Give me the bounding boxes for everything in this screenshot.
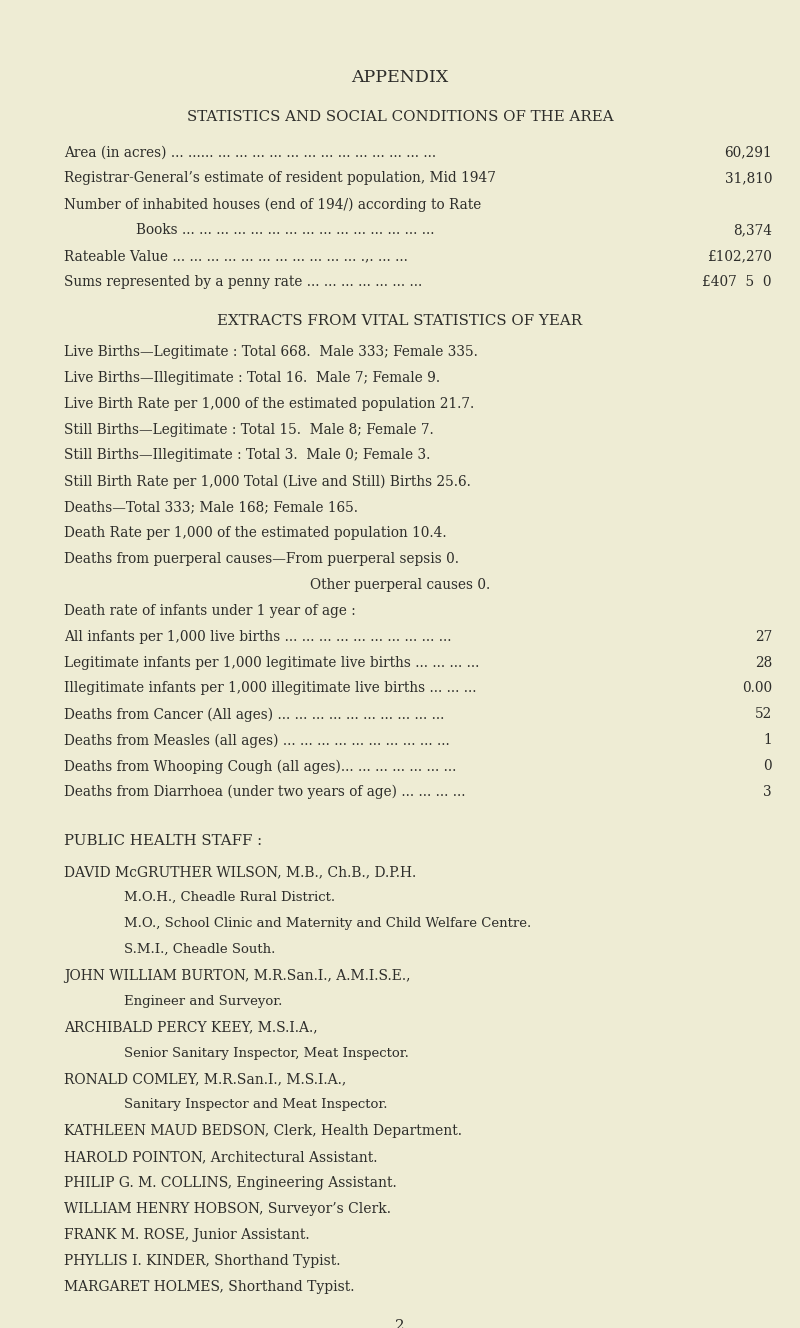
Text: Senior Sanitary Inspector, Meat Inspector.: Senior Sanitary Inspector, Meat Inspecto…: [124, 1046, 409, 1060]
Text: Deaths—Total 333; Male 168; Female 165.: Deaths—Total 333; Male 168; Female 165.: [64, 501, 358, 514]
Text: Sums represented by a penny rate ... ... ... ... ... ... ...: Sums represented by a penny rate ... ...…: [64, 275, 422, 290]
Text: Deaths from Cancer (All ages) ... ... ... ... ... ... ... ... ... ...: Deaths from Cancer (All ages) ... ... ..…: [64, 708, 444, 722]
Text: 2: 2: [395, 1319, 405, 1328]
Text: Area (in acres) ... ...... ... ... ... ... ... ... ... ... ... ... ... ... ...: Area (in acres) ... ...... ... ... ... .…: [64, 146, 436, 159]
Text: £102,270: £102,270: [707, 250, 772, 263]
Text: Deaths from Whooping Cough (all ages)... ... ... ... ... ... ...: Deaths from Whooping Cough (all ages)...…: [64, 760, 456, 774]
Text: 27: 27: [754, 629, 772, 644]
Text: Deaths from Diarrhoea (under two years of age) ... ... ... ...: Deaths from Diarrhoea (under two years o…: [64, 785, 466, 799]
Text: Engineer and Surveyor.: Engineer and Surveyor.: [124, 995, 282, 1008]
Text: 1: 1: [763, 733, 772, 748]
Text: £407  5  0: £407 5 0: [702, 275, 772, 290]
Text: 28: 28: [754, 656, 772, 669]
Text: PUBLIC HEALTH STAFF :: PUBLIC HEALTH STAFF :: [64, 834, 262, 849]
Text: RONALD COMLEY, M.R.San.I., M.S.I.A.,: RONALD COMLEY, M.R.San.I., M.S.I.A.,: [64, 1073, 346, 1086]
Text: Rateable Value ... ... ... ... ... ... ... ... ... ... ... .,. ... ...: Rateable Value ... ... ... ... ... ... .…: [64, 250, 408, 263]
Text: KATHLEEN MAUD BEDSON, Clerk, Health Department.: KATHLEEN MAUD BEDSON, Clerk, Health Depa…: [64, 1125, 462, 1138]
Text: 52: 52: [754, 708, 772, 721]
Text: 8,374: 8,374: [733, 223, 772, 238]
Text: ARCHIBALD PERCY KEEY, M.S.I.A.,: ARCHIBALD PERCY KEEY, M.S.I.A.,: [64, 1021, 318, 1035]
Text: Sanitary Inspector and Meat Inspector.: Sanitary Inspector and Meat Inspector.: [124, 1098, 387, 1112]
Text: FRANK M. ROSE, Junior Assistant.: FRANK M. ROSE, Junior Assistant.: [64, 1228, 310, 1242]
Text: All infants per 1,000 live births ... ... ... ... ... ... ... ... ... ...: All infants per 1,000 live births ... ..…: [64, 629, 451, 644]
Text: Live Births—Legitimate : Total 668.  Male 333; Female 335.: Live Births—Legitimate : Total 668. Male…: [64, 345, 478, 359]
Text: Death rate of infants under 1 year of age :: Death rate of infants under 1 year of ag…: [64, 604, 356, 618]
Text: PHILIP G. M. COLLINS, Engineering Assistant.: PHILIP G. M. COLLINS, Engineering Assist…: [64, 1177, 397, 1190]
Text: JOHN WILLIAM BURTON, M.R.San.I., A.M.I.S.E.,: JOHN WILLIAM BURTON, M.R.San.I., A.M.I.S…: [64, 969, 410, 983]
Text: S.M.I., Cheadle South.: S.M.I., Cheadle South.: [124, 943, 275, 956]
Text: 31,810: 31,810: [725, 171, 772, 186]
Text: Deaths from puerperal causes—From puerperal sepsis 0.: Deaths from puerperal causes—From puerpe…: [64, 552, 459, 566]
Text: Still Births—Illegitimate : Total 3.  Male 0; Female 3.: Still Births—Illegitimate : Total 3. Mal…: [64, 449, 430, 462]
Text: Other puerperal causes 0.: Other puerperal causes 0.: [310, 578, 490, 592]
Text: Death Rate per 1,000 of the estimated population 10.4.: Death Rate per 1,000 of the estimated po…: [64, 526, 446, 540]
Text: M.O., School Clinic and Maternity and Child Welfare Centre.: M.O., School Clinic and Maternity and Ch…: [124, 918, 531, 930]
Text: Live Births—Illegitimate : Total 16.  Male 7; Female 9.: Live Births—Illegitimate : Total 16. Mal…: [64, 371, 440, 385]
Text: APPENDIX: APPENDIX: [351, 69, 449, 86]
Text: 0.00: 0.00: [742, 681, 772, 696]
Text: Number of inhabited houses (end of 194/) according to Rate: Number of inhabited houses (end of 194/)…: [64, 198, 482, 211]
Text: M.O.H., Cheadle Rural District.: M.O.H., Cheadle Rural District.: [124, 891, 335, 904]
Text: 0: 0: [763, 760, 772, 773]
Text: 60,291: 60,291: [724, 146, 772, 159]
Text: HAROLD POINTON, Architectural Assistant.: HAROLD POINTON, Architectural Assistant.: [64, 1150, 378, 1165]
Text: Still Births—Legitimate : Total 15.  Male 8; Female 7.: Still Births—Legitimate : Total 15. Male…: [64, 422, 434, 437]
Text: Live Birth Rate per 1,000 of the estimated population 21.7.: Live Birth Rate per 1,000 of the estimat…: [64, 397, 474, 410]
Text: 3: 3: [763, 785, 772, 799]
Text: Still Birth Rate per 1,000 Total (Live and Still) Births 25.6.: Still Birth Rate per 1,000 Total (Live a…: [64, 474, 471, 489]
Text: Illegitimate infants per 1,000 illegitimate live births ... ... ...: Illegitimate infants per 1,000 illegitim…: [64, 681, 477, 696]
Text: STATISTICS AND SOCIAL CONDITIONS OF THE AREA: STATISTICS AND SOCIAL CONDITIONS OF THE …: [186, 110, 614, 125]
Text: DAVID McGRUTHER WILSON, M.B., Ch.B., D.P.H.: DAVID McGRUTHER WILSON, M.B., Ch.B., D.P…: [64, 866, 416, 879]
Text: Legitimate infants per 1,000 legitimate live births ... ... ... ...: Legitimate infants per 1,000 legitimate …: [64, 656, 479, 669]
Text: EXTRACTS FROM VITAL STATISTICS OF YEAR: EXTRACTS FROM VITAL STATISTICS OF YEAR: [218, 313, 582, 328]
Text: Books ... ... ... ... ... ... ... ... ... ... ... ... ... ... ...: Books ... ... ... ... ... ... ... ... ..…: [136, 223, 434, 238]
Text: WILLIAM HENRY HOBSON, Surveyor’s Clerk.: WILLIAM HENRY HOBSON, Surveyor’s Clerk.: [64, 1202, 391, 1216]
Text: Registrar-General’s estimate of resident population, Mid 1947: Registrar-General’s estimate of resident…: [64, 171, 496, 186]
Text: PHYLLIS I. KINDER, Shorthand Typist.: PHYLLIS I. KINDER, Shorthand Typist.: [64, 1254, 341, 1268]
Text: MARGARET HOLMES, Shorthand Typist.: MARGARET HOLMES, Shorthand Typist.: [64, 1280, 354, 1293]
Text: Deaths from Measles (all ages) ... ... ... ... ... ... ... ... ... ...: Deaths from Measles (all ages) ... ... .…: [64, 733, 450, 748]
